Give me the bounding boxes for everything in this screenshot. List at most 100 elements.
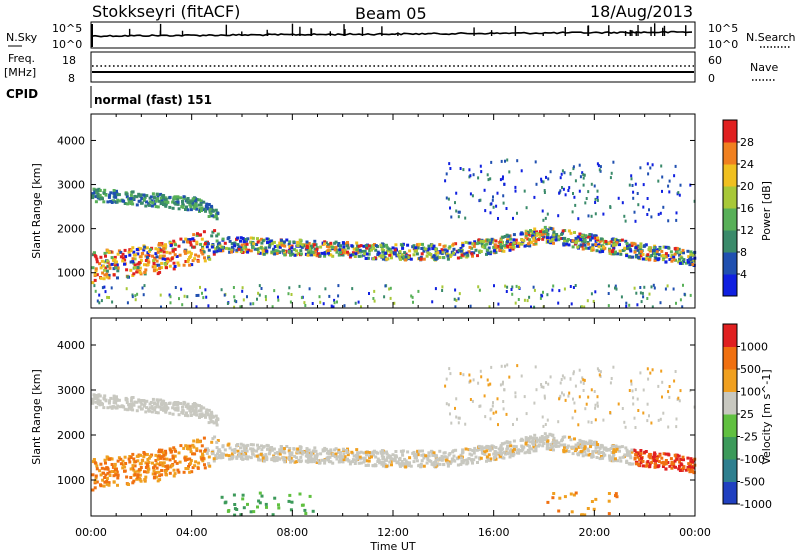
- echo-cell: [198, 413, 202, 417]
- echo-cell: [195, 233, 199, 237]
- echo-cell: [526, 237, 530, 241]
- velocity-cbar-tick-label: -500: [740, 476, 765, 489]
- beam-title: Beam 05: [355, 4, 427, 23]
- velocity-cbar-segment: [723, 391, 737, 415]
- velocity-cbar-segment: [723, 414, 737, 437]
- echo-cell: [166, 464, 170, 468]
- echo-cell: [208, 208, 212, 212]
- echo-cell: [201, 291, 203, 295]
- echo-cell: [601, 456, 605, 460]
- echo-cell: [124, 192, 128, 196]
- echo-cell: [611, 250, 614, 254]
- echo-cell: [572, 372, 575, 376]
- echo-cell: [572, 286, 575, 289]
- echo-cell: [522, 239, 526, 243]
- echo-cell: [497, 423, 499, 427]
- echo-cell: [153, 257, 157, 261]
- echo-cell: [515, 284, 518, 288]
- echo-cell: [298, 450, 302, 454]
- echo-cell: [114, 401, 118, 405]
- echo-cell: [564, 398, 567, 402]
- echo-cell: [531, 441, 535, 445]
- echo-cell: [678, 257, 681, 261]
- echo-cell: [168, 401, 172, 405]
- echo-cell: [574, 203, 577, 207]
- echo-cell: [105, 272, 109, 276]
- echo-cell: [421, 242, 424, 246]
- echo-cell: [96, 398, 100, 402]
- echo-cell: [468, 373, 471, 377]
- echo-cell: [604, 446, 608, 450]
- echo-cell: [461, 243, 465, 247]
- nsky-trace: [91, 23, 693, 47]
- echo-cell: [345, 450, 349, 454]
- echo-cell: [624, 219, 627, 223]
- echo-cell: [202, 230, 206, 234]
- echo-cell: [273, 250, 277, 254]
- echo-cell: [637, 245, 641, 249]
- echo-cell: [351, 253, 355, 257]
- echo-cell: [267, 452, 271, 456]
- echo-cell: [407, 256, 411, 260]
- echo-cell: [366, 463, 370, 467]
- echo-cell: [479, 456, 483, 460]
- echo-cell: [164, 410, 168, 414]
- echo-cell: [687, 260, 690, 264]
- echo-cell: [342, 452, 346, 456]
- echo-cell: [189, 410, 193, 414]
- echo-cell: [472, 458, 476, 462]
- echo-cell: [261, 239, 265, 243]
- echo-cell: [422, 456, 426, 460]
- echo-cell: [259, 246, 263, 250]
- echo-cell: [552, 284, 555, 288]
- echo-cell: [101, 197, 104, 201]
- echo-cell: [129, 476, 133, 479]
- echo-cell: [207, 421, 211, 425]
- echo-cell: [140, 252, 144, 256]
- echo-cell: [640, 300, 643, 304]
- echo-cell: [633, 242, 637, 246]
- echo-cell: [514, 445, 518, 449]
- echo-cell: [164, 202, 168, 206]
- echo-cell: [514, 185, 517, 189]
- echo-cell: [280, 238, 283, 242]
- echo-cell: [92, 187, 96, 191]
- echo-cell: [634, 462, 638, 466]
- echo-cell: [186, 295, 189, 299]
- echo-cell: [132, 479, 136, 483]
- freq-tick-bottom: 8: [68, 72, 75, 85]
- echo-cell: [543, 394, 546, 398]
- echo-cell: [678, 193, 681, 197]
- power-ytick-label: 3000: [57, 179, 85, 192]
- nsky-tick-top: 10^5: [52, 22, 82, 35]
- echo-cell: [487, 252, 490, 255]
- echo-cell: [487, 178, 490, 182]
- echo-cell: [98, 293, 101, 297]
- echo-cell: [448, 245, 452, 249]
- echo-cell: [136, 473, 140, 477]
- echo-cell: [372, 297, 375, 300]
- echo-cell: [618, 249, 622, 253]
- echo-cell: [142, 293, 145, 297]
- echo-cell: [142, 197, 146, 201]
- echo-cell: [99, 473, 103, 477]
- echo-cell: [436, 458, 440, 461]
- echo-cell: [91, 401, 95, 405]
- echo-cell: [116, 483, 119, 487]
- echo-cell: [133, 266, 137, 270]
- echo-cell: [233, 503, 237, 506]
- echo-cell: [289, 300, 292, 304]
- echo-cell: [131, 408, 135, 412]
- echo-cell: [470, 453, 474, 457]
- echo-cell: [228, 239, 232, 243]
- echo-cell: [161, 244, 165, 248]
- echo-cell: [565, 242, 569, 246]
- echo-cell: [559, 381, 562, 385]
- echo-cell: [485, 459, 488, 463]
- echo-cell: [549, 227, 553, 230]
- echo-cell: [368, 249, 372, 253]
- echo-cell: [643, 244, 647, 248]
- echo-cell: [184, 413, 187, 417]
- echo-cell: [257, 247, 261, 250]
- echo-cell: [591, 453, 595, 456]
